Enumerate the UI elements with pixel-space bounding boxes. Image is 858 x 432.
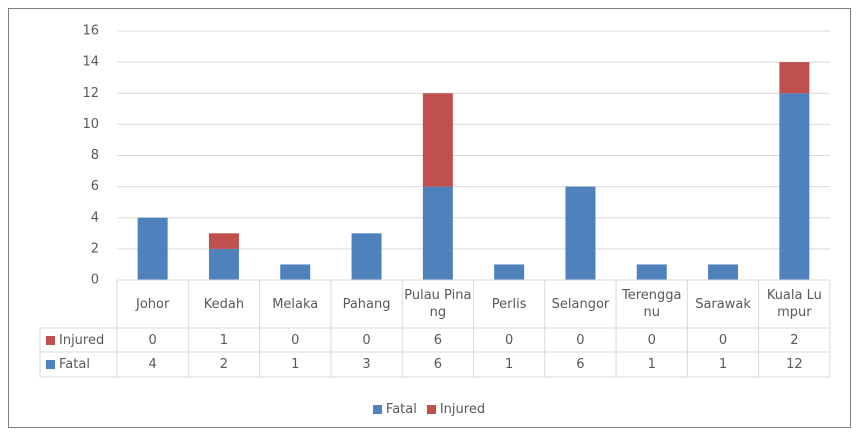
table-row-name: Injured: [40, 328, 117, 352]
series-name: Fatal: [59, 357, 90, 372]
table-value: 1: [718, 357, 728, 372]
table-value: 1: [647, 357, 656, 372]
table-value: 2: [219, 357, 229, 372]
table-value: 1: [219, 332, 229, 348]
bar: [351, 233, 382, 280]
bar: [494, 264, 525, 280]
x-tick-label: Terengganu: [621, 288, 682, 320]
y-tick-label: 14: [82, 55, 99, 70]
table-value: 4: [148, 357, 157, 372]
table-value: 2: [790, 332, 799, 348]
bar: [779, 93, 810, 280]
table-value: 0: [576, 332, 585, 348]
legend-key: [46, 360, 55, 369]
y-tick-label: 16: [82, 24, 99, 39]
legend-item: Injured: [426, 401, 486, 417]
y-tick-label: 8: [91, 148, 99, 163]
y-tick-label: 12: [82, 86, 99, 101]
table-value: 0: [718, 332, 728, 348]
y-tick-label: 10: [82, 117, 99, 132]
table-value: 3: [362, 357, 371, 372]
bar: [208, 248, 239, 280]
legend-key: [426, 404, 436, 414]
legend-key: [46, 335, 55, 345]
y-tick-label: 4: [91, 210, 99, 225]
legend: Fatal Injured: [0, 399, 858, 419]
table-value: 1: [291, 357, 300, 372]
bar: [137, 217, 168, 280]
x-tick-label: Sarawak: [695, 296, 751, 312]
table-value: 1: [505, 357, 514, 372]
x-tick-label: Perlis: [491, 296, 527, 312]
table-value: 6: [433, 357, 442, 372]
legend-label: Fatal: [385, 401, 417, 417]
y-tick-label: 6: [91, 179, 99, 194]
bar: [636, 264, 667, 280]
table-value: 0: [362, 332, 371, 348]
table-row-name: Fatal: [40, 352, 117, 377]
bar: [422, 186, 453, 280]
x-tick-label: Pulau Pinang: [404, 288, 472, 320]
table-value: 6: [576, 357, 585, 372]
bar: [779, 62, 810, 94]
table-value: 12: [786, 357, 803, 372]
y-tick-label: 2: [91, 241, 99, 256]
bar: [708, 264, 739, 280]
table-value: 0: [505, 332, 514, 348]
table-value: 0: [148, 332, 157, 348]
x-tick-label: Kedah: [203, 296, 245, 312]
series-name: Injured: [59, 332, 105, 348]
x-tick-label: Selangor: [551, 296, 610, 312]
y-tick-label: 0: [91, 273, 99, 288]
legend-item: Fatal: [372, 401, 417, 417]
x-tick-label: Kuala Lumpur: [766, 288, 822, 320]
table-value: 0: [291, 332, 300, 348]
x-tick-label: Johor: [135, 296, 170, 312]
table-value: 6: [433, 332, 442, 348]
bar: [565, 186, 596, 280]
bar: [208, 233, 239, 249]
legend-key: [372, 404, 382, 414]
bar: [280, 264, 311, 280]
x-tick-label: Melaka: [272, 296, 319, 312]
legend-label: Injured: [439, 401, 486, 417]
chart-border: [8, 8, 851, 428]
table-value: 0: [647, 332, 656, 348]
bar: [422, 93, 453, 187]
x-tick-label: Pahang: [342, 296, 391, 312]
